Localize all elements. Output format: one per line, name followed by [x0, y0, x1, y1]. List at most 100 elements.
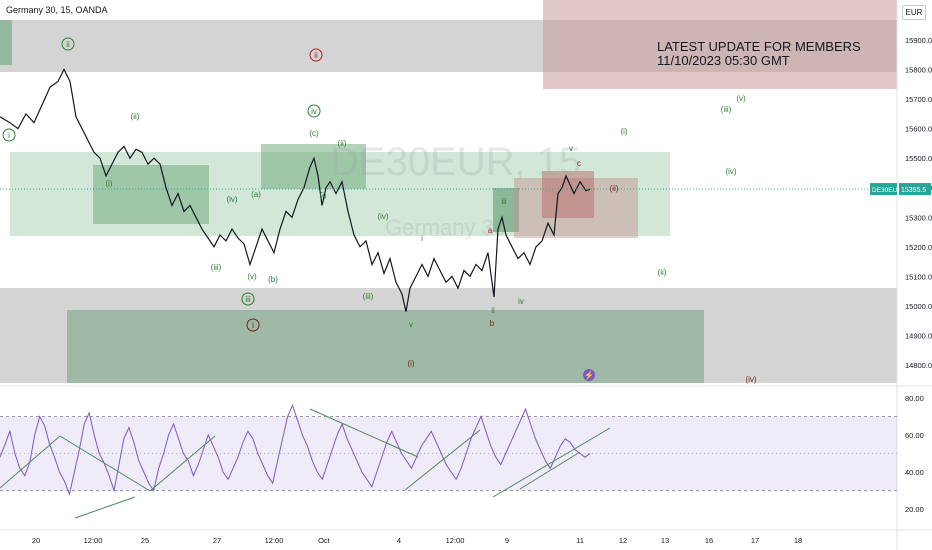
- banner-line-2: 11/10/2023 05:30 GMT: [657, 53, 790, 68]
- zone-box-1: [93, 165, 209, 224]
- price-tick-label: 15800.0: [905, 66, 932, 75]
- time-tick-label: 11: [576, 536, 584, 545]
- price-tick-label: 15200.0: [905, 243, 932, 252]
- rsi-trendline: [74, 496, 136, 519]
- wave-label: ii: [491, 306, 495, 315]
- wave-label: (ii): [610, 184, 619, 193]
- last-price-value: 15395.5: [901, 187, 926, 194]
- wave-label: (iii): [363, 292, 374, 301]
- wave-label: (iii): [721, 105, 732, 114]
- rsi-trendline: [59, 435, 151, 492]
- price-tick-label: 15000.0: [905, 302, 932, 311]
- price-tick-label: 14900.0: [905, 331, 932, 340]
- time-tick-label: Oct: [318, 536, 331, 545]
- wave-label: b: [490, 319, 495, 328]
- wave-label: (iv): [226, 195, 237, 204]
- time-tick-label: 12:00: [84, 536, 103, 545]
- wave-label: v: [409, 320, 413, 329]
- wave-label: (a): [251, 190, 261, 199]
- time-tick-label: 16: [705, 536, 713, 545]
- lightning-glyph: ⚡: [584, 370, 594, 380]
- update-banner: LATEST UPDATE FOR MEMBERS 11/10/2023 05:…: [657, 40, 861, 68]
- wave-label: iii: [501, 197, 507, 206]
- rsi-trendline: [519, 451, 581, 490]
- wave-label: (iii): [211, 263, 222, 272]
- wave-label: iii: [245, 295, 251, 304]
- price-tick-label: 15500.0: [905, 154, 932, 163]
- last-price-symbol: DE30EUR: [872, 187, 902, 194]
- time-tick-label: 20: [32, 536, 40, 545]
- wave-label: iv: [518, 297, 524, 306]
- rsi-tick-label: 40.00: [905, 468, 924, 477]
- rsi-trendline: [492, 427, 611, 498]
- price-tick-label: 15900.0: [905, 36, 932, 45]
- wave-label-circle: [2, 128, 16, 142]
- wave-label: v: [569, 144, 573, 153]
- rsi-tick-label: 20.00: [905, 505, 924, 514]
- time-tick-label: 18: [794, 536, 802, 545]
- wave-label: i: [252, 321, 254, 330]
- rsi-trendline: [149, 435, 216, 492]
- zone-box-3: [493, 188, 519, 232]
- rsi-trendline: [0, 435, 61, 489]
- edge-zone: [0, 20, 12, 65]
- time-tick-label: 27: [213, 536, 221, 545]
- price-tick-label: 14800.0: [905, 361, 932, 370]
- wave-label: (iv): [745, 375, 756, 384]
- wave-label: (ii): [658, 268, 667, 277]
- wave-label: (v): [736, 94, 746, 103]
- wave-label: a: [488, 226, 493, 235]
- wave-label: (i): [319, 191, 326, 200]
- wave-label-circle: [241, 292, 255, 306]
- wave-label: (b): [268, 275, 278, 284]
- price-series-line: [0, 68, 591, 312]
- price-tick-label: 15100.0: [905, 272, 932, 281]
- price-tick-label: 15700.0: [905, 95, 932, 104]
- chart-title: Germany 30, 15, OANDA: [6, 5, 108, 15]
- time-tick-label: 9: [505, 536, 509, 545]
- wave-label: iv: [311, 107, 317, 116]
- rsi-trendline: [404, 429, 481, 491]
- target-zone: [67, 310, 704, 383]
- zone-box-2: [261, 144, 366, 189]
- rsi-tick-label: 80.00: [905, 394, 924, 403]
- time-tick-label: 12:00: [446, 536, 465, 545]
- currency-selector[interactable]: EUR: [902, 5, 926, 20]
- time-tick-label: 17: [751, 536, 759, 545]
- wave-label: i: [8, 131, 10, 140]
- price-tick-label: 15300.0: [905, 213, 932, 222]
- wave-label-circle: [307, 104, 321, 118]
- watermark-name: Germany 30: [385, 215, 506, 240]
- price-tick-label: 15600.0: [905, 125, 932, 134]
- time-tick-label: 13: [661, 536, 669, 545]
- red-zone-2: [542, 171, 594, 218]
- wave-label-circle: [309, 48, 323, 62]
- time-tick-label: 4: [397, 536, 401, 545]
- wave-label: (v): [247, 272, 257, 281]
- time-tick-label: 12:00: [265, 536, 284, 545]
- rsi-trendline: [309, 408, 419, 458]
- banner-line-1: LATEST UPDATE FOR MEMBERS: [657, 39, 861, 54]
- wave-label: (iv): [725, 167, 736, 176]
- wave-label: (ii): [131, 112, 140, 121]
- wave-label: (ii): [338, 139, 347, 148]
- wave-label-circle: [61, 37, 75, 51]
- wave-label: (iv): [377, 212, 388, 221]
- wave-label-circle: [246, 318, 260, 332]
- last-price-badge: [899, 183, 931, 196]
- lightning-icon: [583, 369, 595, 381]
- time-tick-label: 12: [619, 536, 627, 545]
- wave-label: i: [421, 234, 423, 243]
- banner-zone: [543, 0, 897, 89]
- time-tick-label: 25: [141, 536, 149, 545]
- last-price-symbol-badge: [870, 183, 897, 196]
- wave-label: c: [577, 159, 581, 168]
- wave-label: ii: [66, 40, 70, 49]
- wave-label: (i): [105, 179, 112, 188]
- wave-label: (i): [407, 359, 414, 368]
- rsi-tick-label: 60.00: [905, 431, 924, 440]
- watermark-symbol: DE30EUR, 15: [330, 140, 581, 184]
- wave-label: ii: [314, 51, 318, 60]
- rsi-series-line: [0, 404, 591, 496]
